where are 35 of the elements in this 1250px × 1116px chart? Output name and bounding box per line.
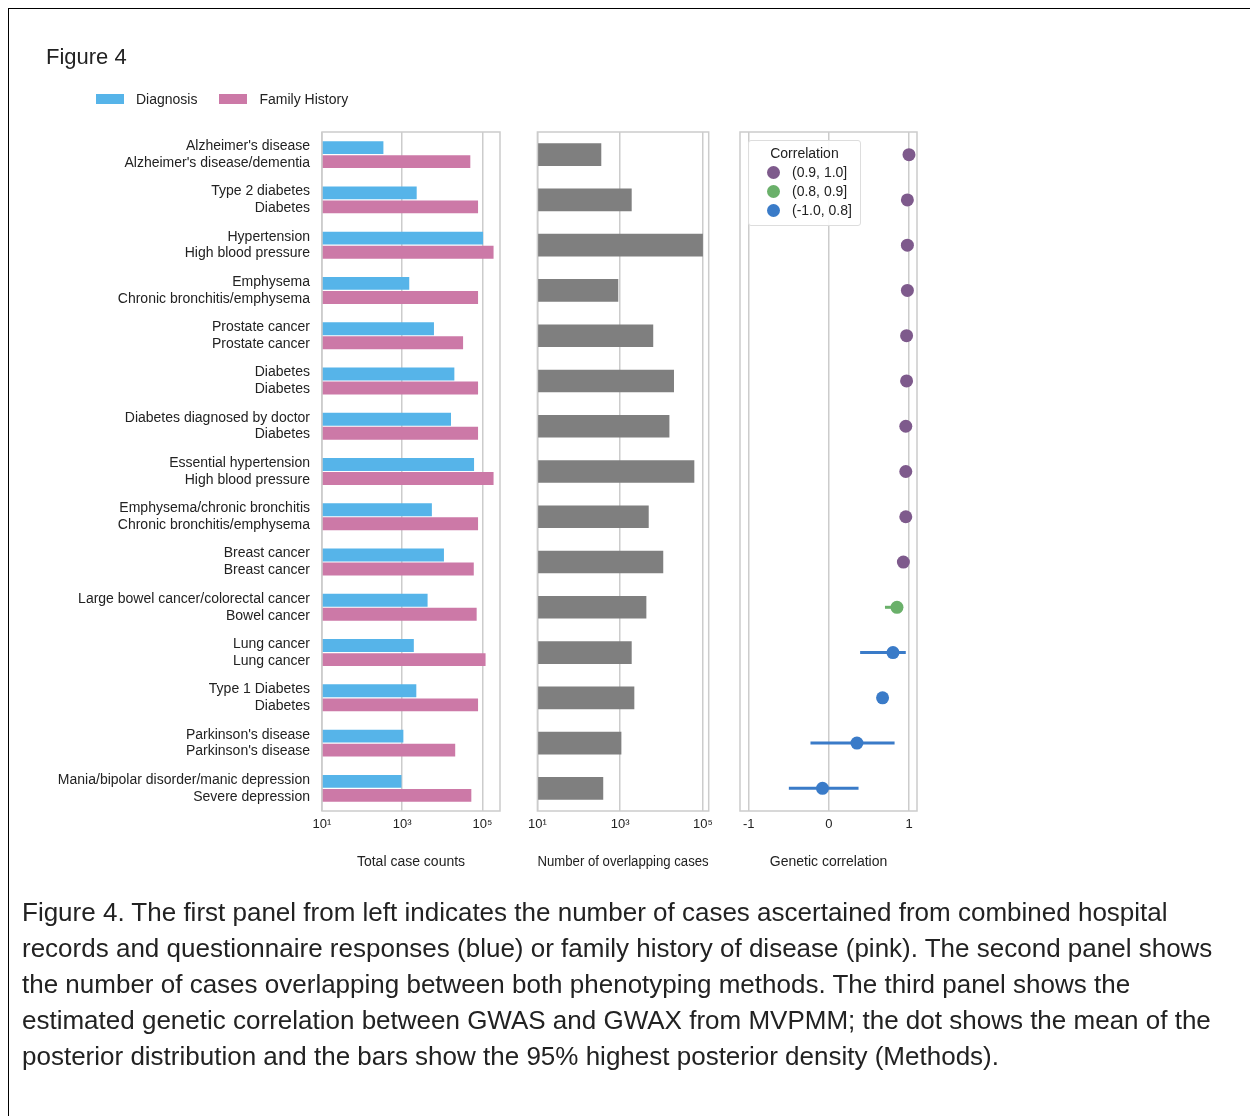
legend-label: (0.8, 0.9] bbox=[792, 183, 848, 199]
x-tick-label: 0 bbox=[825, 816, 833, 832]
y-tick-label: Hypertension High blood pressure bbox=[184, 227, 311, 261]
x-tick-label: 10⁵ bbox=[472, 816, 493, 832]
y-tick-label: Diabetes diagnosed by doctor Diabetes bbox=[124, 408, 311, 442]
x-axis-title: Number of overlapping cases bbox=[537, 854, 709, 870]
caption: Figure 4. The first panel from left indicates the number of cases ascertained from combined hospital records and questionnaire responses (blue) or family history of disease (pink). The second panel shows the number of cases overlapping between both phenotyping methods. The third panel shows the estimated genetic correlation between GWAS and GWAX from MVPMM; the dot shows the mean of the posterior distribution and the bars show the 95% highest posterior density (Methods). bbox=[22, 896, 1214, 1073]
y-tick-label: Essential hypertension High blood pressure bbox=[169, 453, 311, 487]
y-tick-label: Parkinson's disease Parkinson's disease bbox=[185, 725, 311, 759]
y-tick-label: Emphysema Chronic bronchitis/emphysema bbox=[117, 272, 311, 306]
x-tick-label: 10³ bbox=[610, 816, 631, 832]
x-tick-label: 1 bbox=[905, 816, 913, 832]
y-tick-label: Alzheimer's disease Alzheimer's disease/dementia bbox=[124, 137, 311, 170]
legend-label: (-1.0, 0.8] bbox=[792, 202, 852, 218]
x-tick-label: 10⁵ bbox=[692, 816, 713, 832]
legend-title: Correlation bbox=[769, 145, 840, 161]
y-tick-label: Diabetes Diabetes bbox=[254, 363, 310, 397]
y-tick-label: Type 1 Diabetes Diabetes bbox=[208, 680, 310, 714]
y-tick-label: Breast cancer Breast cancer bbox=[223, 544, 311, 578]
x-axis-title: Total case counts bbox=[356, 853, 466, 870]
y-tick-label: Large bowel cancer/colorectal cancer Bowel cancer bbox=[78, 589, 311, 623]
legend-label: Diagnosis bbox=[136, 91, 198, 107]
text: Figure 4 bbox=[46, 44, 127, 70]
y-tick-label: Type 2 diabetes Diabetes bbox=[211, 182, 310, 216]
x-axis-title: Genetic correlation bbox=[769, 853, 888, 870]
y-tick-label: Lung cancer Lung cancer bbox=[232, 635, 311, 668]
legend-label: Family History bbox=[259, 91, 349, 107]
y-tick-label: Mania/bipolar disorder/manic depression Severe depression bbox=[57, 770, 310, 804]
y-tick-label: Emphysema/chronic bronchitis Chronic bronchitis/emphysema bbox=[117, 499, 311, 533]
legend-label: (0.9, 1.0] bbox=[792, 164, 848, 180]
x-tick-label: 10¹ bbox=[528, 816, 548, 832]
x-tick-label: -1 bbox=[743, 816, 755, 832]
y-tick-label: Prostate cancer Prostate cancer bbox=[211, 318, 311, 351]
x-tick-label: 10¹ bbox=[312, 816, 333, 832]
x-tick-label: 10³ bbox=[392, 816, 413, 832]
